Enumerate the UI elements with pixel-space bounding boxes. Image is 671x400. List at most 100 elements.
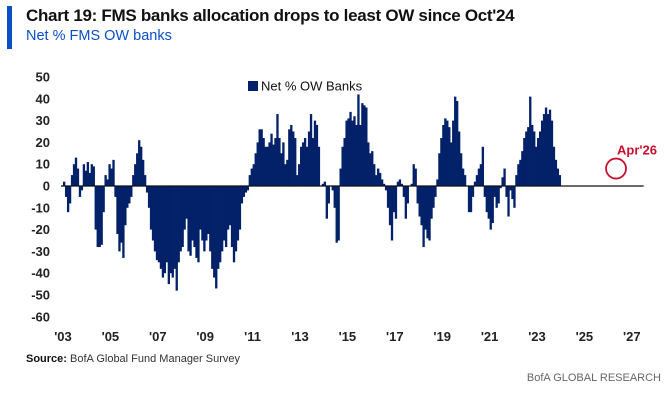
bar <box>473 181 477 186</box>
bar <box>479 164 483 186</box>
source-note: Source: BofA Global Fund Manager Survey <box>26 353 240 365</box>
bar <box>173 186 176 269</box>
bar <box>538 131 542 186</box>
bar <box>142 159 145 186</box>
bar <box>201 186 204 241</box>
bar <box>394 186 398 219</box>
bar <box>203 186 206 252</box>
bar <box>98 186 101 248</box>
bar <box>454 96 457 186</box>
bar <box>467 186 471 213</box>
x-tick-label: '25 <box>576 329 594 344</box>
source-text: BofA Global Fund Manager Survey <box>66 353 241 365</box>
bar <box>384 186 388 191</box>
bar <box>72 164 76 186</box>
bar <box>509 186 512 191</box>
x-tick-label: '23 <box>528 329 546 344</box>
bar <box>371 151 374 186</box>
bar <box>221 186 224 252</box>
accent-bar <box>7 6 12 49</box>
bar <box>264 146 267 186</box>
bar <box>428 186 431 241</box>
y-tick-label: 0 <box>43 179 50 194</box>
bar <box>153 186 157 252</box>
bar <box>456 100 459 186</box>
bar <box>163 186 167 274</box>
research-credit: BofA GLOBAL RESEARCH <box>526 372 661 384</box>
bar <box>406 186 409 204</box>
bar <box>491 186 494 224</box>
bar <box>432 186 435 208</box>
bar <box>278 138 281 186</box>
bar <box>546 114 550 186</box>
bar <box>294 138 297 186</box>
bar <box>88 172 91 186</box>
bar <box>367 142 370 186</box>
bar <box>92 166 95 186</box>
bar <box>337 186 340 241</box>
bar <box>126 186 129 208</box>
chart-subtitle: Net % FMS OW banks <box>26 28 172 44</box>
bar <box>108 164 111 186</box>
bar <box>171 186 174 278</box>
bar <box>438 153 441 186</box>
bar <box>309 114 313 186</box>
bar <box>145 186 149 193</box>
bar <box>446 120 449 186</box>
bar <box>104 175 107 186</box>
bar <box>357 94 360 186</box>
bar <box>197 186 200 263</box>
bar <box>463 175 467 186</box>
bar <box>179 186 182 252</box>
bar <box>341 146 344 186</box>
bar <box>365 107 368 186</box>
bar <box>185 186 188 219</box>
bar <box>442 124 445 186</box>
bar <box>195 186 198 258</box>
bar <box>207 186 210 234</box>
bar <box>386 186 390 208</box>
bar <box>331 186 334 191</box>
bar <box>335 186 338 243</box>
bar <box>272 144 275 186</box>
bar <box>268 142 271 186</box>
y-tick-label: -10 <box>31 200 50 215</box>
bar <box>537 138 540 186</box>
bar <box>118 186 121 252</box>
bar <box>519 159 522 186</box>
bar <box>448 127 451 186</box>
bar <box>554 159 558 186</box>
bar <box>106 179 109 186</box>
x-tick-label: '15 <box>339 329 357 344</box>
bar <box>499 186 502 189</box>
bar <box>412 164 415 186</box>
y-tick-label: -40 <box>31 266 50 281</box>
bar <box>134 164 137 186</box>
bar <box>353 116 356 186</box>
bar <box>236 186 240 241</box>
x-tick-label: '17 <box>386 329 404 344</box>
y-tick-label: 50 <box>36 70 50 85</box>
bar <box>300 146 303 186</box>
bar <box>373 164 376 186</box>
bar <box>284 164 287 186</box>
bar <box>540 120 544 186</box>
bar <box>420 186 423 226</box>
bar <box>175 186 178 291</box>
x-tick-label: '21 <box>481 329 499 344</box>
bar <box>327 186 330 204</box>
x-tick-label: '19 <box>433 329 451 344</box>
bar <box>199 186 202 230</box>
bar <box>132 175 135 186</box>
bar <box>458 131 461 186</box>
bar <box>345 120 348 186</box>
bar <box>511 186 514 200</box>
bar <box>515 175 518 186</box>
source-label: Source: <box>26 353 67 365</box>
bar <box>497 186 500 204</box>
bar <box>262 138 265 186</box>
bar <box>382 183 386 186</box>
bar <box>266 146 269 186</box>
bar <box>270 133 273 186</box>
